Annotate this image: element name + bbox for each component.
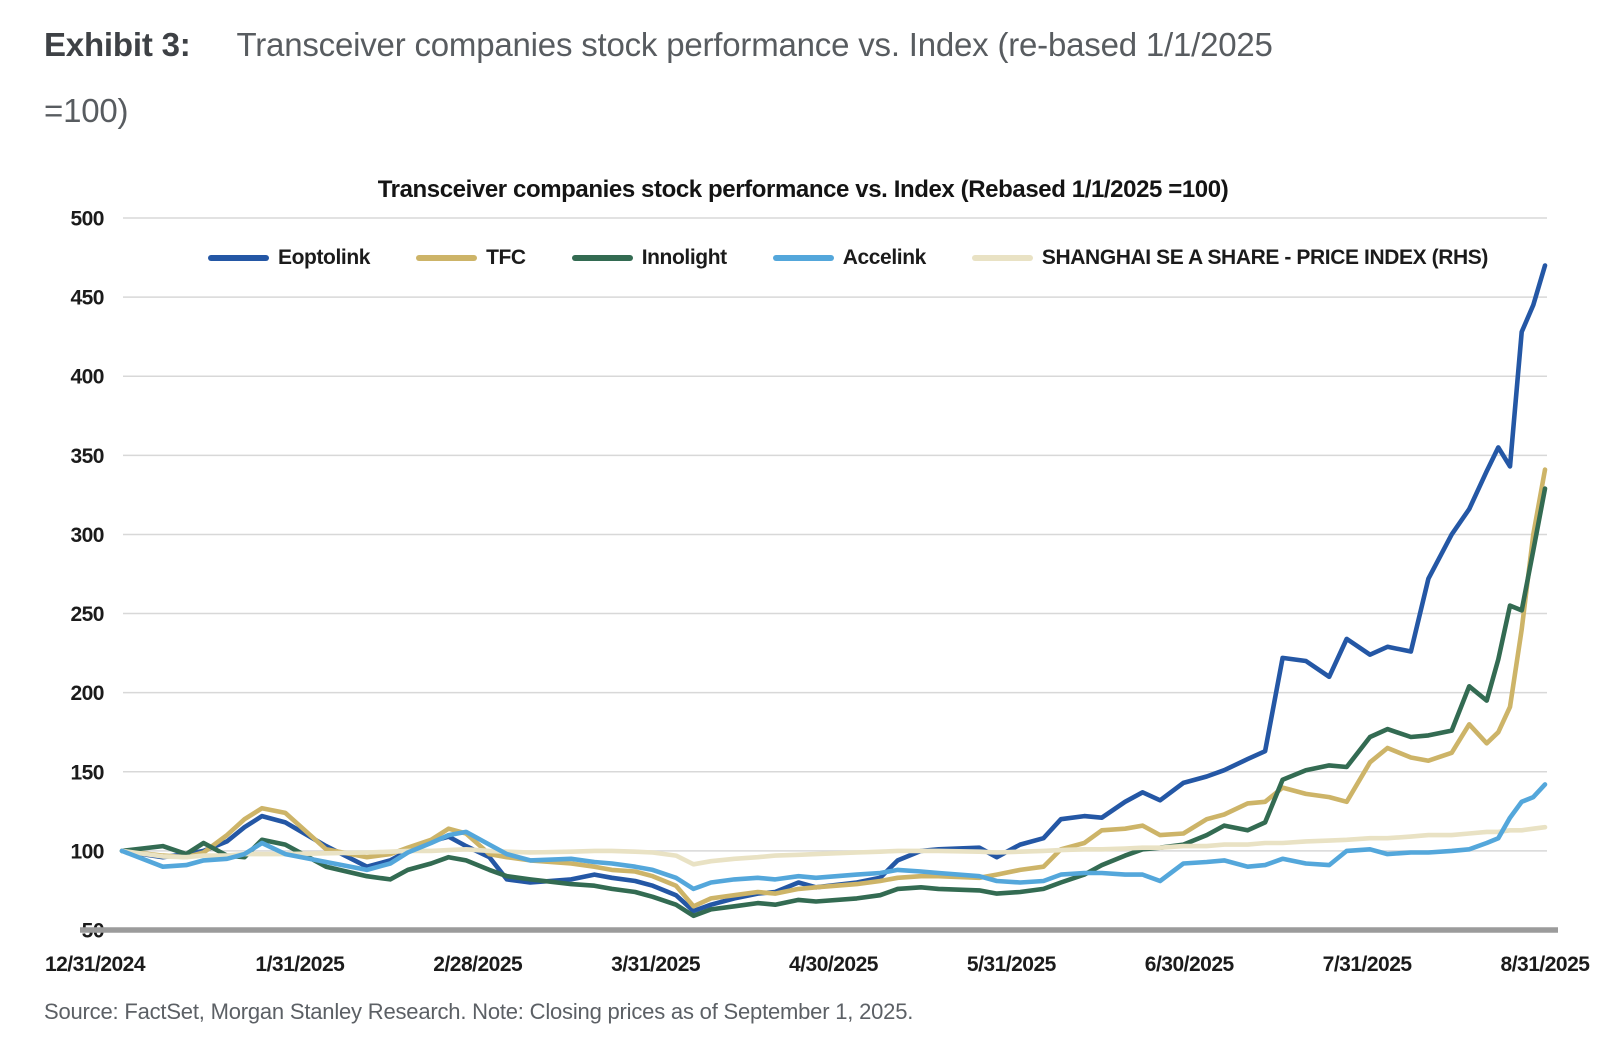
x-tick-label: 12/31/2024 xyxy=(45,953,146,976)
x-tick-label: 1/31/2025 xyxy=(255,953,345,976)
y-tick-label: 500 xyxy=(70,208,104,231)
legend-item-eoptolink: Eoptolink xyxy=(208,246,370,270)
y-tick-label: 150 xyxy=(70,761,104,784)
legend-item-accelink: Accelink xyxy=(772,246,927,270)
legend-item-innolight: Innolight xyxy=(571,246,727,270)
legend-label-shanghai-index: SHANGHAI SE A SHARE - PRICE INDEX (RHS) xyxy=(1041,246,1488,269)
y-tick-label: 200 xyxy=(70,682,104,705)
series-line-innolight xyxy=(119,486,1548,919)
x-tick-label: 3/31/2025 xyxy=(611,953,701,976)
legend-label-tfc: TFC xyxy=(486,246,526,269)
series-line-eoptolink xyxy=(119,263,1548,914)
series-line-tfc xyxy=(119,467,1548,909)
legend-swatch-shanghai-index xyxy=(971,255,1033,261)
exhibit-label: Exhibit 3: xyxy=(44,26,191,63)
legend-swatch-accelink xyxy=(772,255,834,261)
legend-item-tfc: TFC xyxy=(416,246,526,270)
legend-swatch-tfc xyxy=(416,255,478,261)
x-tick-label: 2/28/2025 xyxy=(433,953,523,976)
x-tick-label: 8/31/2025 xyxy=(1501,953,1591,976)
legend-label-accelink: Accelink xyxy=(842,246,927,269)
legend-item-shanghai-index: SHANGHAI SE A SHARE - PRICE INDEX (RHS) xyxy=(971,246,1488,270)
chart-title: Transceiver companies stock performance … xyxy=(377,176,1229,203)
series-line-accelink xyxy=(119,782,1548,892)
x-tick-label: 5/31/2025 xyxy=(967,953,1057,976)
legend-swatch-innolight xyxy=(571,255,633,261)
y-tick-label: 250 xyxy=(70,603,104,626)
series-line-shanghai-index xyxy=(119,824,1548,867)
y-tick-label: 350 xyxy=(70,445,104,468)
exhibit-header: Exhibit 3: Transceiver companies stock pe… xyxy=(44,12,1574,144)
legend-label-eoptolink: Eoptolink xyxy=(278,246,371,269)
y-tick-label: 450 xyxy=(70,287,104,310)
chart-legend: Eoptolink TFC Innolight Accelink SHANGHAI SE… xyxy=(208,246,1488,270)
y-tick-label: 400 xyxy=(70,366,104,389)
exhibit-title: Transceiver companies stock performance … xyxy=(44,26,1273,129)
x-tick-label: 6/30/2025 xyxy=(1145,953,1235,976)
legend-swatch-eoptolink xyxy=(208,255,269,261)
y-tick-label: 300 xyxy=(70,524,104,547)
x-tick-label: 7/31/2025 xyxy=(1323,953,1413,976)
x-tick-label: 4/30/2025 xyxy=(789,953,879,976)
source-note: Source: FactSet, Morgan Stanley Research… xyxy=(44,999,914,1024)
y-tick-label: 100 xyxy=(70,840,104,863)
legend-label-innolight: Innolight xyxy=(641,246,727,269)
